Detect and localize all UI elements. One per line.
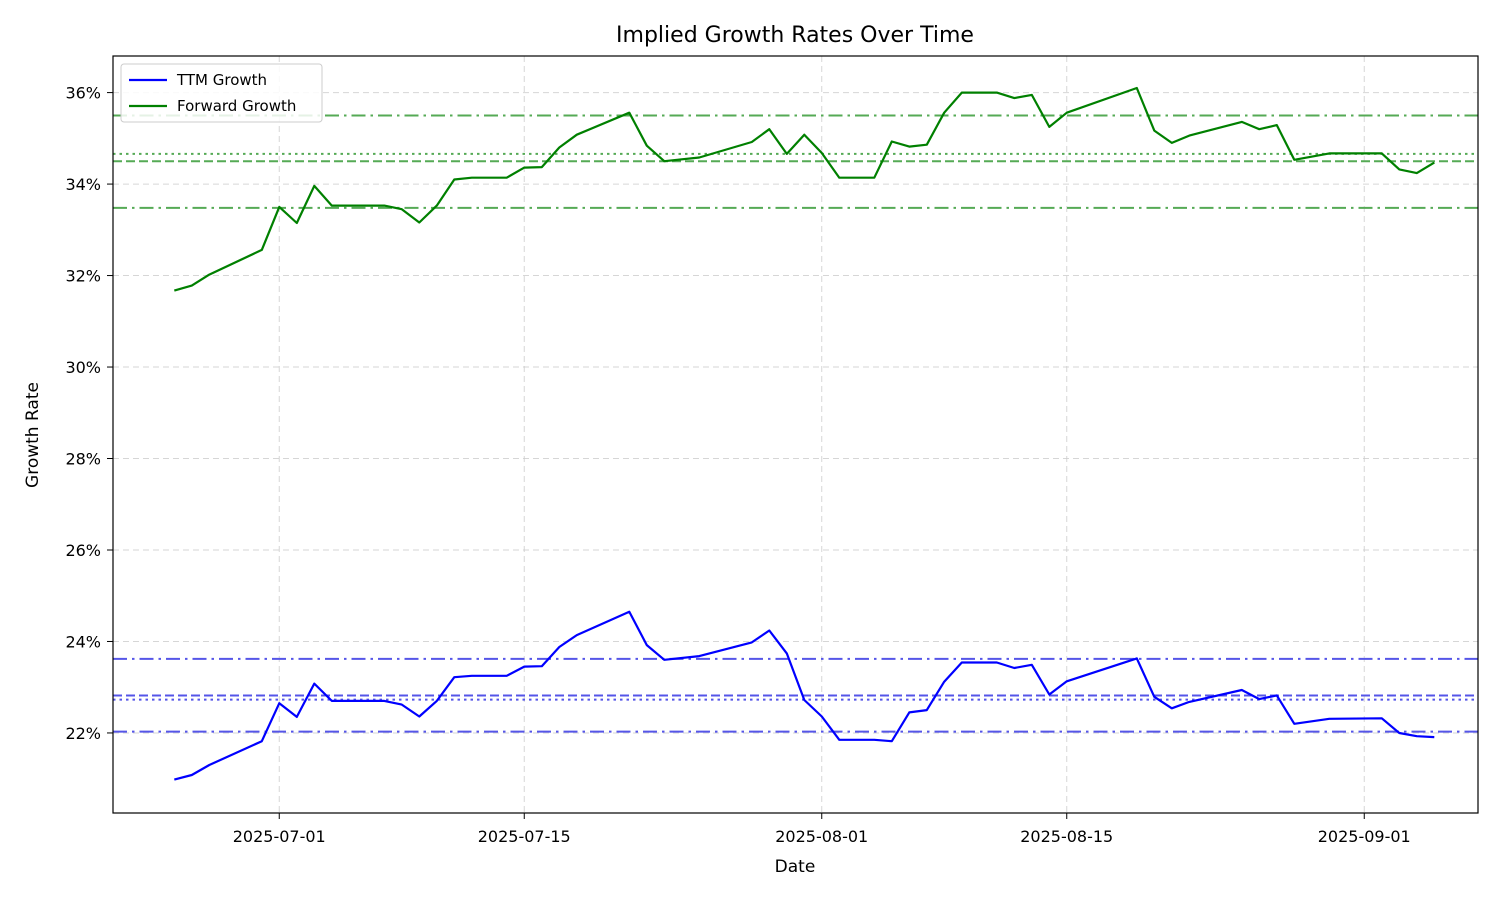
legend-box (120, 63, 323, 123)
y-tick-label: 22% (65, 724, 101, 743)
y-tick-label: 28% (65, 450, 101, 469)
x-axis-title: Date (775, 857, 816, 877)
series-line-forward-growth (173, 86, 1435, 292)
x-tick-label: 2025-07-15 (478, 827, 571, 846)
legend-label-ttm: TTM Growth (176, 71, 267, 89)
axis-ticks: 2025-07-01 2025-07-15 2025-08-01 2025-08-15… (65, 84, 1410, 846)
y-tick-label: 36% (65, 84, 101, 103)
y-tick-label: 24% (65, 632, 101, 651)
legend: TTM Growth Forward Growth (120, 63, 323, 123)
chart-title: Implied Growth Rates Over Time (616, 23, 974, 48)
x-tick-label: 2025-08-01 (775, 827, 868, 846)
x-tick-label: 2025-07-01 (233, 827, 326, 846)
series-lines (173, 86, 1435, 781)
y-tick-label: 32% (65, 267, 101, 286)
y-axis-title: Growth Rate (23, 382, 43, 488)
y-tick-label: 34% (65, 175, 101, 194)
legend-label-forward: Forward Growth (177, 97, 296, 115)
grid (113, 56, 1478, 813)
x-tick-label: 2025-08-15 (1020, 827, 1113, 846)
y-tick-label: 30% (65, 358, 101, 377)
plot-frame (112, 55, 1479, 814)
x-tick-label: 2025-09-01 (1318, 827, 1411, 846)
y-tick-label: 26% (65, 541, 101, 560)
series-line-ttm-growth (174, 610, 1435, 781)
